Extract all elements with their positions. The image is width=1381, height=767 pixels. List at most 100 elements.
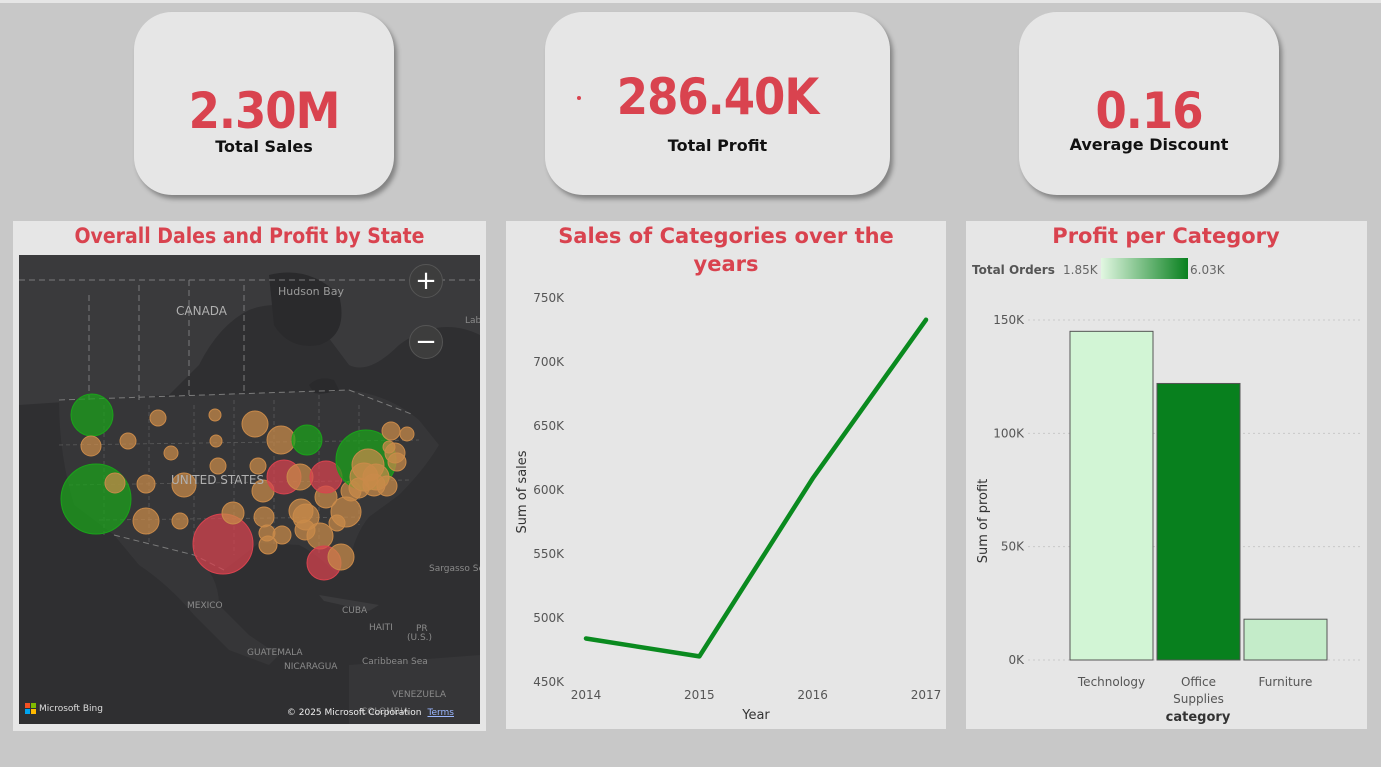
x-tick-label: Office Supplies	[1173, 675, 1224, 706]
kpi-card-total-sales[interactable]: 2.30M Total Sales	[134, 12, 394, 195]
bullet-dot	[577, 96, 581, 100]
x-tick-label: Furniture	[1259, 675, 1313, 689]
state-bubble[interactable]	[80, 435, 102, 457]
y-tick-label: 150K	[993, 313, 1025, 327]
state-bubble[interactable]	[272, 525, 292, 545]
map-panel: Overall Dales and Profit by State	[13, 221, 486, 731]
state-bubble[interactable]	[192, 513, 254, 575]
top-border	[0, 0, 1381, 3]
state-bubbles[interactable]	[19, 255, 480, 724]
state-bubble[interactable]	[292, 503, 320, 531]
legend-max: 6.03K	[1190, 263, 1226, 277]
state-bubble[interactable]	[327, 543, 355, 571]
kpi-label: Total Sales	[215, 137, 313, 156]
kpi-label: Average Discount	[1069, 135, 1229, 154]
state-bubble[interactable]	[208, 408, 222, 422]
land-north-america	[19, 255, 480, 405]
microsoft-logo-icon	[25, 703, 36, 714]
map-title: Overall Dales and Profit by State	[74, 224, 425, 248]
state-bubble[interactable]	[171, 512, 189, 530]
sales-line[interactable]	[583, 317, 929, 659]
line-chart-panel: Sales of Categories over the years Sum of…	[506, 221, 946, 729]
label-united-states: UNITED STATES	[171, 473, 265, 487]
bar[interactable]	[1156, 382, 1241, 661]
state-bubble[interactable]	[209, 434, 223, 448]
y-tick-label: 650K	[533, 419, 565, 433]
copyright-text: © 2025 Microsoft Corporation	[286, 708, 422, 718]
state-bubble[interactable]	[266, 425, 296, 455]
x-tick-label: Technology	[1077, 675, 1145, 689]
state-bubble[interactable]	[171, 472, 197, 498]
state-bubble[interactable]	[387, 452, 407, 472]
state-bubble[interactable]	[221, 501, 245, 525]
x-tick-label: 2015	[684, 688, 715, 702]
legend-min: 1.85K	[1063, 263, 1099, 277]
state-bubble[interactable]	[104, 472, 126, 494]
legend-gradient-bar	[1101, 258, 1188, 279]
kpi-value: 286.40K	[616, 68, 819, 126]
zoom-out-button[interactable]: −	[409, 325, 443, 359]
label-hudson-bay: Hudson Bay	[278, 285, 344, 298]
zoom-in-button[interactable]: +	[409, 264, 443, 298]
state-bubble[interactable]	[149, 409, 167, 427]
state-bubble[interactable]	[399, 426, 415, 442]
bar-chart-panel: Profit per Category Total Orders 1.85K 6…	[966, 221, 1367, 729]
x-tick-label: 2017	[911, 688, 942, 702]
label-mexico: MEXICO	[187, 601, 223, 611]
state-bubble[interactable]	[163, 445, 179, 461]
state-bubble[interactable]	[119, 432, 137, 450]
chart-title: Sales of Categories over the years	[558, 224, 894, 276]
label-pr: PR	[416, 624, 428, 634]
state-bubble[interactable]	[362, 473, 386, 497]
label-caribbean-sea: Caribbean Sea	[362, 657, 428, 667]
y-tick-label: 100K	[993, 426, 1025, 440]
state-bubble[interactable]	[253, 506, 275, 528]
bar[interactable]	[1069, 330, 1154, 661]
y-tick-label: 450K	[533, 675, 565, 689]
x-tick-label: 2016	[797, 688, 828, 702]
label-nicaragua: NICARAGUA	[284, 662, 338, 672]
lake-region	[309, 378, 339, 394]
y-tick-label: 550K	[533, 547, 565, 561]
state-bubble[interactable]	[286, 463, 314, 491]
y-tick-label: 750K	[533, 291, 565, 305]
label-sargasso-sea: Sargasso Se	[429, 564, 480, 574]
state-bubble[interactable]	[249, 457, 267, 475]
hudson-bay	[269, 272, 342, 346]
state-bubble[interactable]	[241, 410, 269, 438]
x-tick-label: 2014	[571, 688, 602, 702]
state-bubble[interactable]	[381, 421, 401, 441]
map-copyright: © 2025 Microsoft Corporation Terms	[287, 708, 454, 718]
y-tick-label: 500K	[533, 611, 565, 625]
kpi-value: 2.30M	[188, 82, 341, 140]
state-bubble[interactable]	[132, 507, 160, 535]
profit-bar-chart[interactable]: Profit per Category Total Orders 1.85K 6…	[966, 221, 1367, 729]
kpi-label: Total Profit	[667, 136, 768, 155]
y-tick-label: 50K	[1001, 540, 1025, 554]
kpi-value: 0.16	[1095, 82, 1204, 140]
land-south-america	[349, 655, 480, 724]
label-canada: CANADA	[176, 304, 228, 318]
terms-link[interactable]: Terms	[427, 708, 454, 718]
label-pr-us: (U.S.)	[407, 633, 433, 643]
y-tick-label: 0K	[1008, 653, 1025, 667]
state-map[interactable]: Hudson Bay CANADA UNITED STATES MEXICO C…	[19, 255, 480, 724]
state-bubble[interactable]	[209, 457, 227, 475]
state-bubble[interactable]	[330, 496, 362, 528]
state-bubble[interactable]	[70, 393, 114, 437]
kpi-card-average-discount[interactable]: 0.16 Average Discount	[1019, 12, 1279, 195]
state-bubble[interactable]	[258, 524, 276, 542]
bing-attribution: Microsoft Bing	[25, 703, 103, 714]
bing-label: Microsoft Bing	[39, 703, 103, 714]
land-mexico	[114, 535, 279, 665]
state-bubble[interactable]	[136, 474, 156, 494]
land-cuba	[319, 595, 379, 611]
kpi-card-total-profit[interactable]: 286.40K Total Profit	[545, 12, 890, 195]
state-bubble[interactable]	[291, 424, 323, 456]
label-colombia: COLOMBIA	[361, 707, 409, 717]
sales-line-chart[interactable]: Sales of Categories over the years Sum of…	[506, 221, 946, 729]
y-axis-label: Sum of profit	[976, 479, 991, 564]
label-guatemala: GUATEMALA	[247, 648, 303, 658]
bar[interactable]	[1243, 618, 1328, 661]
y-axis-label: Sum of sales	[515, 450, 530, 533]
